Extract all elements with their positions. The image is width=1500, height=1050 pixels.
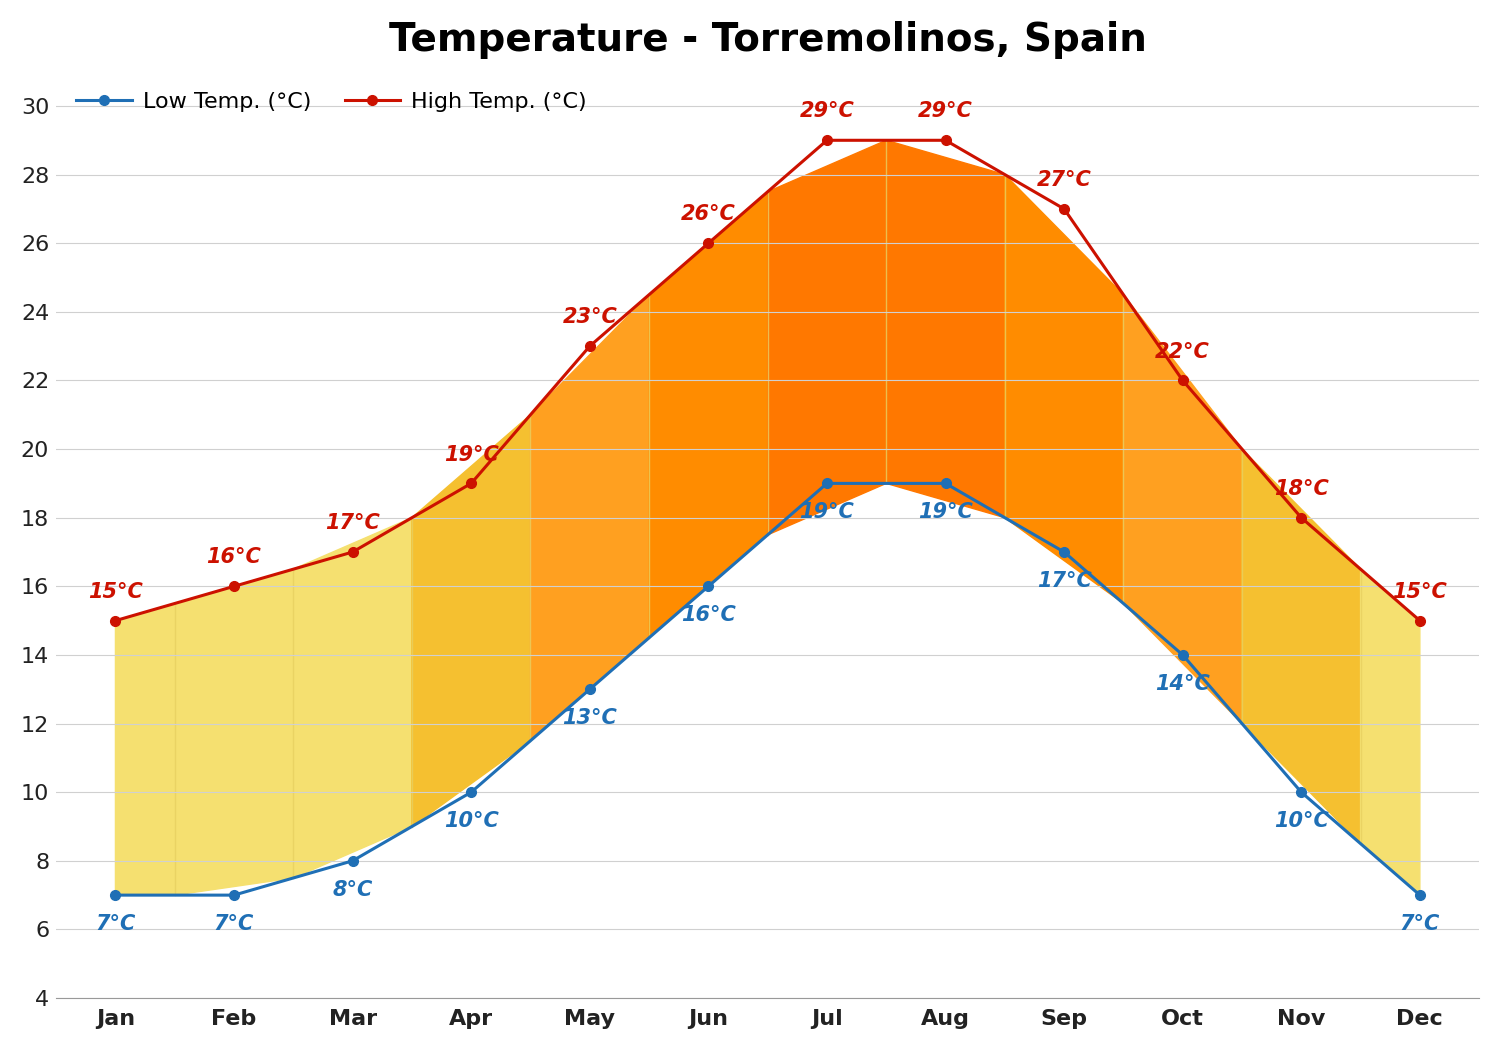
Low Temp. (°C) [1412,888,1430,901]
Low Temp. (°C) [1293,785,1311,798]
Text: 13°C: 13°C [562,708,616,728]
High Temp. (°C) [106,614,124,627]
Low Temp. (°C) [1173,649,1191,662]
Text: 19°C: 19°C [444,444,498,464]
Low Temp. (°C) [344,855,362,867]
Line: High Temp. (°C): High Temp. (°C) [111,135,1425,626]
Text: 17°C: 17°C [1036,571,1092,591]
Text: 29°C: 29°C [918,102,974,122]
Legend: Low Temp. (°C), High Temp. (°C): Low Temp. (°C), High Temp. (°C) [68,83,596,121]
Text: 15°C: 15°C [1392,582,1448,602]
High Temp. (°C) [818,134,836,147]
Text: 7°C: 7°C [96,914,135,934]
Text: 17°C: 17°C [326,513,380,533]
High Temp. (°C) [1054,203,1072,215]
Polygon shape [1242,449,1360,843]
Low Temp. (°C) [225,888,243,901]
Polygon shape [116,604,174,895]
High Temp. (°C) [936,134,954,147]
Text: 15°C: 15°C [88,582,142,602]
Text: 18°C: 18°C [1274,479,1329,499]
Low Temp. (°C) [580,682,598,695]
Low Temp. (°C) [1054,546,1072,559]
Low Temp. (°C) [106,888,124,901]
High Temp. (°C) [1412,614,1430,627]
Polygon shape [413,415,531,826]
High Temp. (°C) [1173,374,1191,386]
High Temp. (°C) [699,237,717,250]
Low Temp. (°C) [699,580,717,592]
Polygon shape [531,295,650,740]
Text: 29°C: 29°C [800,102,855,122]
Polygon shape [768,141,886,534]
Text: 8°C: 8°C [333,880,374,900]
Title: Temperature - Torremolinos, Spain: Temperature - Torremolinos, Spain [388,21,1146,59]
Text: 10°C: 10°C [1274,811,1329,831]
Low Temp. (°C) [818,477,836,489]
Polygon shape [294,518,412,878]
Polygon shape [1005,174,1124,604]
Text: 19°C: 19°C [918,502,974,522]
Text: 16°C: 16°C [207,547,261,567]
Text: 10°C: 10°C [444,811,498,831]
High Temp. (°C) [344,546,362,559]
Text: 23°C: 23°C [562,308,616,328]
Text: 7°C: 7°C [1400,914,1440,934]
High Temp. (°C) [1293,511,1311,524]
Text: 7°C: 7°C [214,914,254,934]
Line: Low Temp. (°C): Low Temp. (°C) [111,479,1425,900]
High Temp. (°C) [462,477,480,489]
Polygon shape [650,192,768,637]
Low Temp. (°C) [462,785,480,798]
Polygon shape [1124,295,1242,723]
Text: 26°C: 26°C [681,205,736,225]
Text: 27°C: 27°C [1036,170,1092,190]
High Temp. (°C) [580,340,598,353]
Polygon shape [1360,569,1420,895]
Text: 22°C: 22°C [1155,341,1210,361]
Text: 19°C: 19°C [800,502,855,522]
Polygon shape [174,569,294,895]
Text: 16°C: 16°C [681,605,736,625]
Polygon shape [886,141,1005,518]
Text: 14°C: 14°C [1155,674,1210,694]
High Temp. (°C) [225,580,243,592]
Low Temp. (°C) [936,477,954,489]
